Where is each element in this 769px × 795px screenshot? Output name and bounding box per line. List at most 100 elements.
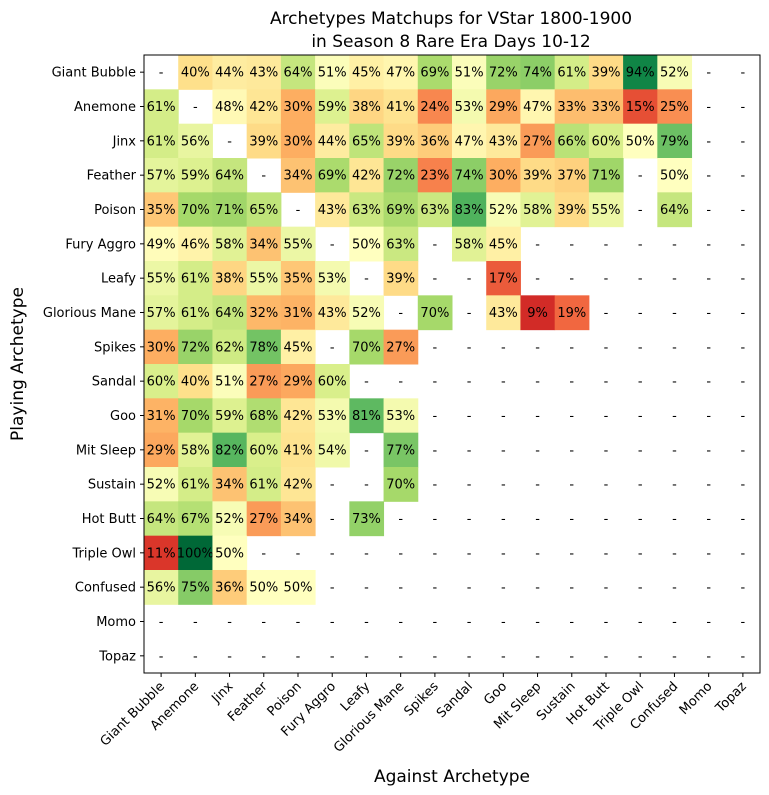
heatmap-cell	[246, 226, 282, 262]
heatmap-cell	[280, 55, 316, 90]
cell-label: 39%	[249, 134, 278, 149]
heatmap-cell	[178, 261, 213, 296]
cell-label: -	[706, 100, 711, 115]
cell-label: -	[638, 237, 643, 252]
heatmap-cell	[554, 89, 590, 125]
cell-label: 41%	[284, 443, 313, 458]
cell-label: 62%	[215, 340, 244, 355]
heatmap-cell	[280, 89, 316, 125]
cell-label: -	[501, 512, 506, 527]
heatmap-cell	[280, 158, 316, 193]
cell-label: -	[638, 409, 643, 424]
heatmap-cell	[383, 432, 419, 468]
y-axis-label: Playing Archetype	[8, 287, 28, 441]
cell-label: 60%	[249, 443, 278, 458]
heatmap-cell	[212, 467, 248, 502]
cell-label: -	[467, 478, 472, 493]
cell-label: -	[193, 649, 198, 664]
heatmap-cell	[280, 295, 316, 331]
cell-label: -	[535, 649, 540, 664]
cell-label: 59%	[181, 169, 210, 184]
heatmap-cell	[383, 261, 419, 296]
cell-label: -	[535, 375, 540, 390]
heatmap-cell	[212, 501, 248, 537]
heatmap-cell	[144, 398, 179, 434]
heatmap-cell	[554, 295, 590, 331]
cell-label: -	[741, 443, 746, 458]
cell-label: 53%	[455, 100, 484, 115]
heatmap-cell	[349, 158, 385, 193]
heatmap-cell	[178, 295, 213, 331]
cell-label: 44%	[318, 134, 347, 149]
heatmap-cell	[452, 89, 487, 125]
heatmap-cell	[212, 226, 248, 262]
cell-label: 38%	[352, 100, 381, 115]
cell-label: 52%	[352, 306, 381, 321]
cell-label: -	[638, 306, 643, 321]
heatmap-cell	[144, 467, 179, 502]
heatmap-cell	[144, 158, 179, 193]
heatmap-cell	[315, 55, 350, 90]
heatmap-cell	[144, 432, 179, 468]
heatmap-cell	[452, 226, 487, 262]
cell-label: -	[227, 134, 232, 149]
cell-label: 45%	[284, 340, 313, 355]
cell-label: -	[638, 581, 643, 596]
cell-label: -	[672, 340, 677, 355]
heatmap-cell	[178, 364, 213, 399]
cell-label: -	[467, 409, 472, 424]
cell-label: -	[296, 546, 301, 561]
cell-label: -	[330, 340, 335, 355]
heatmap-cell	[315, 432, 350, 468]
heatmap-cell	[383, 89, 419, 125]
heatmap-cell	[486, 226, 521, 262]
heatmap-cell	[315, 398, 350, 434]
cell-label: -	[433, 649, 438, 664]
cell-label: -	[501, 478, 506, 493]
y-tick-label: Confused	[75, 581, 136, 596]
cell-label: 46%	[181, 237, 210, 252]
cell-label: -	[467, 306, 472, 321]
heatmap-cell	[178, 192, 213, 228]
cell-label: -	[706, 581, 711, 596]
cell-label: 50%	[660, 169, 689, 184]
cell-label: 60%	[592, 134, 621, 149]
heatmap-cell	[246, 329, 282, 365]
heatmap-cell	[315, 158, 350, 193]
cell-label: 63%	[420, 203, 449, 218]
heatmap-cell	[212, 364, 248, 399]
cell-label: -	[706, 478, 711, 493]
cell-label: 65%	[249, 203, 278, 218]
cell-label: -	[535, 237, 540, 252]
cell-label: 36%	[215, 581, 244, 596]
heatmap-cell	[315, 123, 350, 159]
cell-label: -	[569, 615, 574, 630]
heatmap-cell	[144, 89, 179, 125]
cell-label: 43%	[249, 66, 278, 81]
cell-label: -	[672, 375, 677, 390]
heatmap-cell	[246, 55, 282, 90]
cell-label: 11%	[147, 546, 176, 561]
cell-label: -	[638, 546, 643, 561]
cell-label: -	[261, 649, 266, 664]
cell-label: -	[501, 409, 506, 424]
cell-label: -	[741, 615, 746, 630]
cell-label: -	[604, 512, 609, 527]
x-axis-label: Against Archetype	[374, 767, 530, 787]
heatmap-cell	[520, 89, 556, 125]
cell-label: 34%	[249, 237, 278, 252]
heatmap-cell	[144, 192, 179, 228]
heatmap-cell	[212, 432, 248, 468]
cell-label: -	[193, 100, 198, 115]
cell-label: 51%	[318, 66, 347, 81]
heatmap-cell	[246, 398, 282, 434]
heatmap-cell	[452, 55, 487, 90]
cell-label: 63%	[352, 203, 381, 218]
heatmap-cell	[178, 432, 213, 468]
cell-label: -	[604, 443, 609, 458]
cell-label: 34%	[215, 478, 244, 493]
cell-label: 44%	[215, 66, 244, 81]
cell-label: -	[261, 169, 266, 184]
cell-label: -	[672, 581, 677, 596]
cell-label: 63%	[386, 237, 415, 252]
